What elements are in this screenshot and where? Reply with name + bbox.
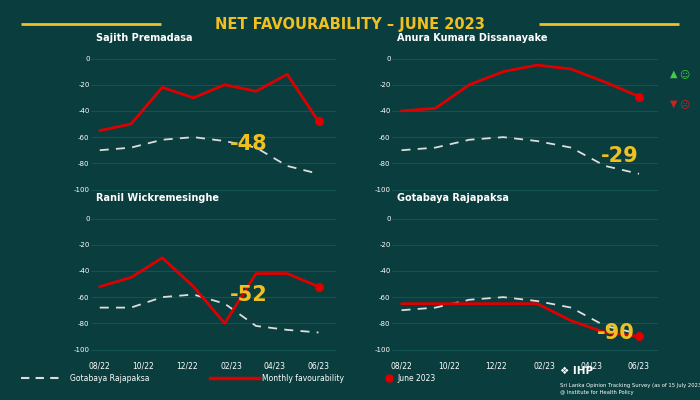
Text: Anura Kumara Dissanayake: Anura Kumara Dissanayake	[398, 33, 548, 43]
Text: -48: -48	[230, 134, 267, 154]
Text: Ranil Wickremesinghe: Ranil Wickremesinghe	[96, 193, 219, 203]
Text: Monthly favourability: Monthly favourability	[262, 374, 344, 383]
Text: NET FAVOURABILITY – JUNE 2023: NET FAVOURABILITY – JUNE 2023	[215, 17, 485, 32]
Text: Sri Lanka Opinion Tracking Survey (as of 15 July 2023)
@ Institute for Health Po: Sri Lanka Opinion Tracking Survey (as of…	[560, 383, 700, 395]
Text: ▲: ▲	[670, 69, 678, 79]
Text: ☹: ☹	[680, 99, 689, 109]
Text: -90: -90	[596, 323, 634, 343]
Text: June 2023: June 2023	[398, 374, 436, 383]
Text: Gotabaya Rajapaksa: Gotabaya Rajapaksa	[70, 374, 150, 383]
Text: ▼: ▼	[670, 99, 678, 109]
Text: -29: -29	[601, 146, 639, 166]
Text: ☺: ☺	[680, 69, 689, 79]
Text: ❖ IHP: ❖ IHP	[560, 366, 593, 376]
Text: Gotabaya Rajapaksa: Gotabaya Rajapaksa	[398, 193, 509, 203]
Text: Sajith Premadasa: Sajith Premadasa	[96, 33, 192, 43]
Text: -52: -52	[230, 285, 267, 305]
